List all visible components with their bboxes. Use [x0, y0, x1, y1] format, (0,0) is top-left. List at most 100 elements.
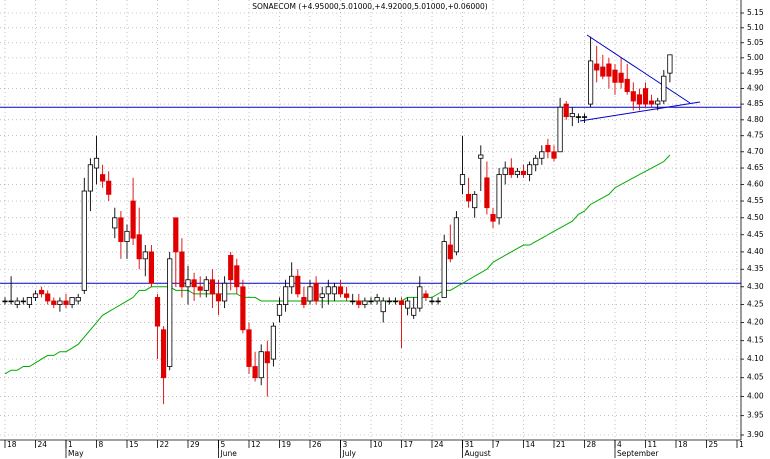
x-tick-label: 11: [648, 440, 658, 449]
candle-body: [472, 193, 478, 209]
candle-body: [331, 286, 338, 295]
candle-body: [569, 113, 575, 118]
candle-body: [557, 106, 563, 153]
x-tick-label: 25: [709, 440, 719, 449]
y-tick-label: 4.55: [747, 196, 764, 205]
candle-body: [240, 286, 246, 331]
candle-body: [87, 164, 93, 192]
y-tick-label: 4.35: [747, 264, 764, 273]
candle-body: [289, 275, 295, 288]
candle-body: [459, 174, 466, 185]
x-tick-label: 24: [38, 440, 48, 449]
candle-body: [624, 78, 630, 93]
candle-body: [612, 69, 618, 83]
y-tick-label: 4.15: [747, 336, 764, 345]
y-tick-label: 4.75: [747, 131, 764, 140]
candle-body: [228, 254, 234, 281]
month-label: May: [68, 449, 84, 458]
candle-body: [545, 144, 551, 153]
candle-body: [337, 286, 344, 295]
y-tick-label: 3.95: [747, 411, 764, 420]
candle-body: [514, 170, 521, 175]
x-tick-label: 18: [7, 440, 17, 449]
x-tick-label: 4: [617, 440, 622, 449]
candle-body: [246, 329, 252, 367]
y-tick-label: 4.80: [747, 115, 764, 124]
candle-body: [191, 279, 197, 288]
y-tick-label: 4.50: [747, 213, 764, 222]
candle-body: [8, 300, 14, 303]
candle-body: [429, 300, 435, 303]
candle-body: [520, 170, 527, 175]
trend-line: [579, 101, 701, 122]
x-tick-label: 19: [282, 440, 292, 449]
candle-body: [655, 100, 661, 105]
y-tick-label: 4.00: [747, 392, 764, 401]
candle-body: [319, 293, 325, 298]
x-tick-label: 26: [312, 440, 322, 449]
candle-body: [636, 94, 643, 105]
candle-body: [252, 366, 258, 379]
y-tick-label: 4.10: [747, 354, 764, 363]
candle-body: [380, 300, 386, 313]
candle-body: [51, 300, 57, 305]
candle-body: [215, 293, 222, 302]
x-tick-label: 22: [160, 440, 170, 449]
candle-body: [14, 300, 20, 305]
y-tick-label: 3.90: [747, 430, 764, 439]
chart-title: SONAECOM (+4.95000,5.01000,+4.92000,5.01…: [252, 2, 488, 11]
candle-body: [441, 241, 447, 298]
candle-body: [264, 351, 270, 364]
y-tick-label: 4.40: [747, 247, 764, 256]
candle-body: [594, 63, 600, 71]
candle-body: [307, 286, 313, 302]
x-tick-label: 31: [465, 440, 475, 449]
candle-body: [478, 154, 484, 159]
candle-body: [282, 286, 289, 305]
candle-body: [484, 177, 490, 209]
candle-body: [75, 297, 81, 302]
candle-body: [20, 300, 26, 303]
candle-body: [392, 300, 399, 303]
month-label: September: [617, 449, 659, 458]
candle-body: [63, 300, 69, 305]
x-tick-label: 28: [587, 440, 597, 449]
month-label: July: [342, 449, 357, 458]
candle-body: [39, 289, 45, 295]
y-tick-label: 4.20: [747, 318, 764, 327]
candle-body: [398, 300, 405, 305]
candle-body: [185, 279, 191, 288]
y-tick-label: 4.85: [747, 99, 764, 108]
x-tick-label: 5: [221, 440, 226, 449]
y-tick-label: 4.05: [747, 373, 764, 382]
candle-body: [362, 300, 368, 305]
x-tick-label: 1: [68, 440, 73, 449]
candle-body: [2, 300, 8, 303]
candle-body: [148, 251, 154, 284]
x-tick-label: 17: [404, 440, 414, 449]
candle-body: [160, 329, 167, 379]
x-tick-label: 8: [99, 440, 104, 449]
candle-body: [136, 234, 142, 260]
candle-body: [435, 300, 441, 303]
candle-body: [453, 217, 460, 253]
candle-body: [45, 293, 51, 302]
candle-body: [667, 54, 673, 74]
y-tick-label: 4.25: [747, 300, 764, 309]
y-tick-label: 5.15: [747, 8, 764, 17]
candle-body: [173, 217, 179, 253]
y-tick-label: 4.90: [747, 84, 764, 93]
moving-average-line: [4, 154, 671, 375]
y-tick-label: 4.65: [747, 163, 764, 172]
candle-body: [661, 75, 667, 102]
candle-body: [374, 297, 380, 302]
candle-body: [112, 217, 118, 229]
candle-body: [465, 193, 472, 202]
candle-body: [447, 244, 453, 260]
candle-body: [490, 214, 496, 222]
candle-body: [32, 293, 39, 298]
candle-body: [57, 300, 63, 305]
candle-body: [258, 351, 264, 379]
candle-body: [539, 151, 545, 159]
